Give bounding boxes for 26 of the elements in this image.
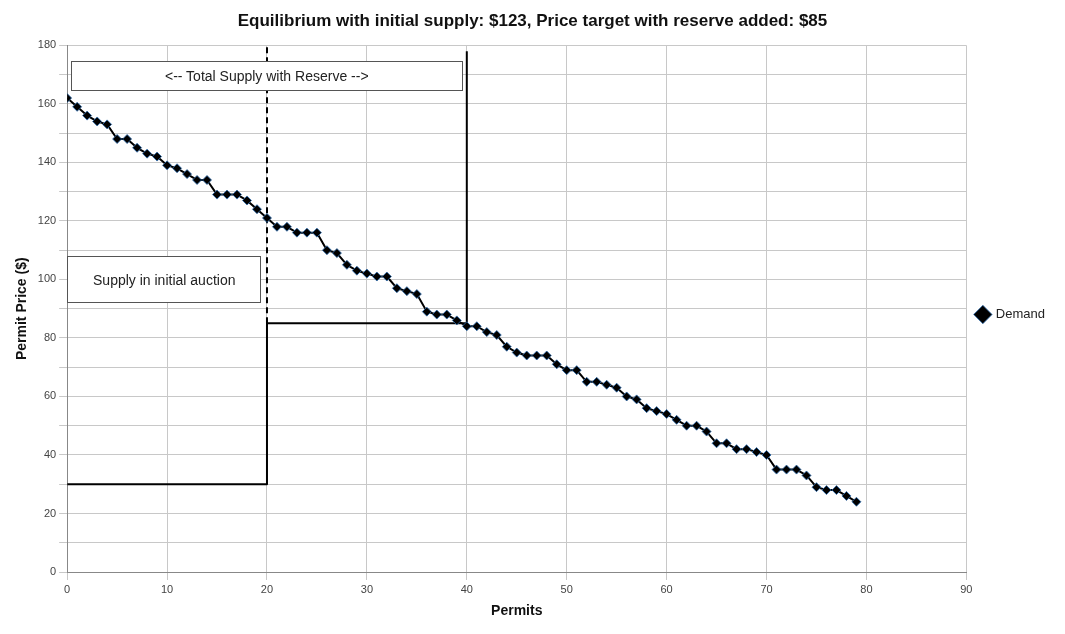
y-tick-label: 40 xyxy=(43,448,57,461)
y-tick-label: 160 xyxy=(37,96,57,109)
y-tick-label: 80 xyxy=(43,330,57,343)
y-tick-label: 0 xyxy=(50,565,57,578)
x-tick-label: 70 xyxy=(760,582,773,595)
y-axis-title: Permit Price ($) xyxy=(13,257,30,361)
y-tick-label: 180 xyxy=(37,38,57,51)
x-tick-label: 80 xyxy=(860,582,873,595)
y-tick-label: 60 xyxy=(43,389,57,402)
x-tick-label: 20 xyxy=(260,582,274,595)
legend-label: Demand xyxy=(995,306,1045,322)
x-tick-label: 10 xyxy=(160,582,174,595)
chart-title: Equilibrium with initial supply: $123, Price target with reserve added: $85 xyxy=(237,10,828,30)
y-tick-label: 20 xyxy=(43,506,57,519)
y-tick-label: 140 xyxy=(37,155,57,168)
x-tick-label: 40 xyxy=(460,582,473,595)
x-tick-label: 0 xyxy=(64,582,71,595)
x-tick-label: 50 xyxy=(560,582,573,595)
y-tick-label: 120 xyxy=(37,213,57,226)
x-tick-label: 60 xyxy=(660,582,673,595)
annotation: Supply in initial auction xyxy=(93,271,236,288)
y-tick-label: 100 xyxy=(37,272,57,285)
annotation: <-- Total Supply with Reserve --> xyxy=(164,67,369,84)
x-tick-label: 30 xyxy=(360,582,374,595)
x-axis-title: Permits xyxy=(491,602,543,619)
x-tick-label: 90 xyxy=(960,582,973,595)
